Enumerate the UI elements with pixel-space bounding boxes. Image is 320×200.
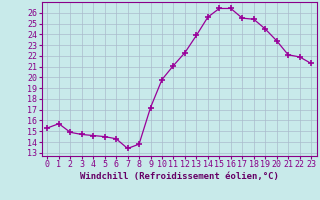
- X-axis label: Windchill (Refroidissement éolien,°C): Windchill (Refroidissement éolien,°C): [80, 172, 279, 181]
